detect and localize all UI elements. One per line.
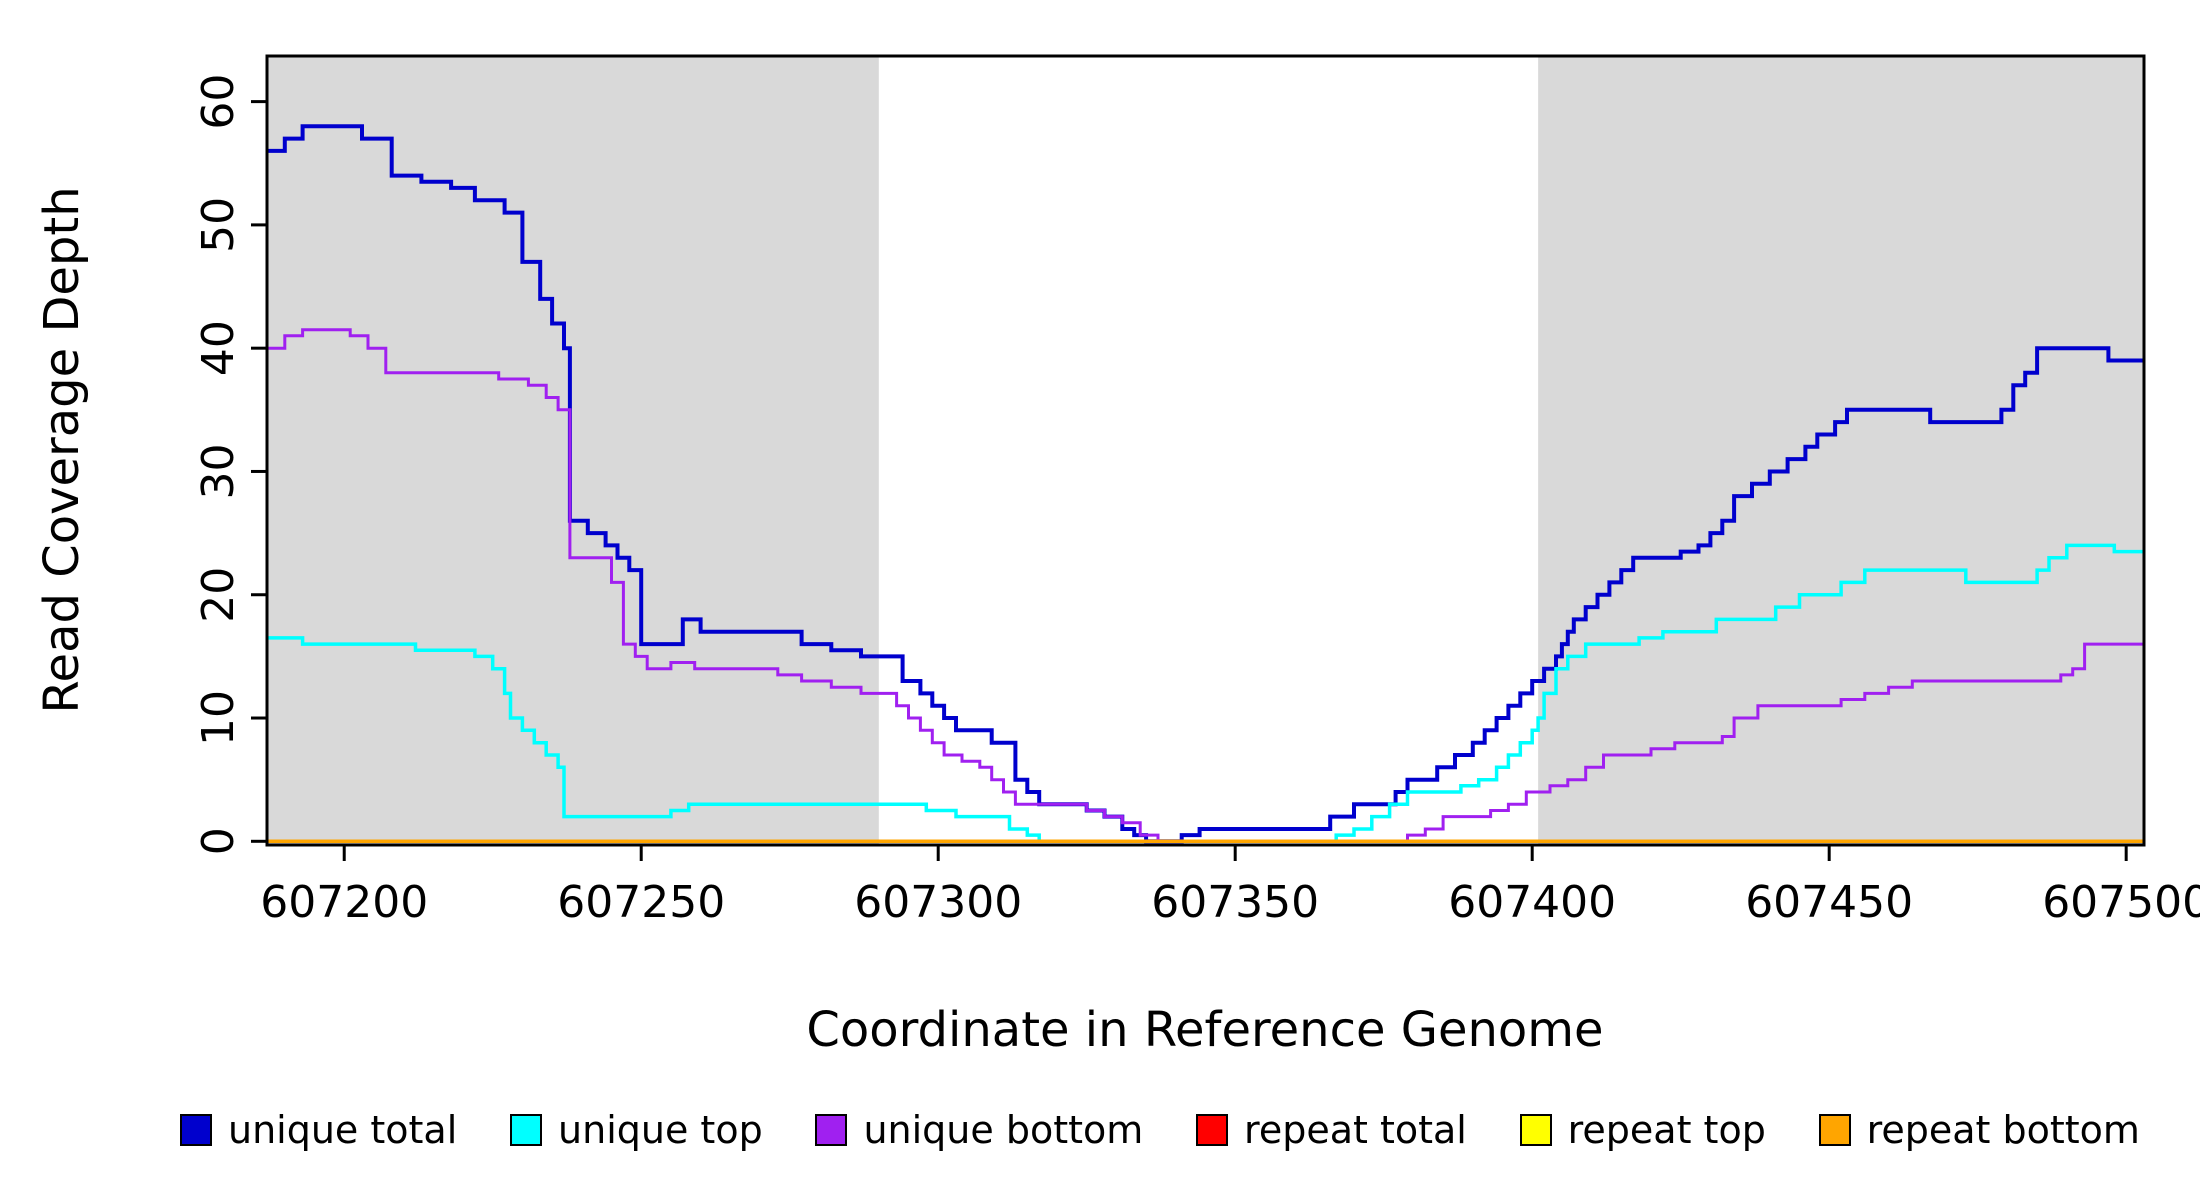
y-tick-label: 10 bbox=[193, 690, 244, 746]
y-tick-label: 0 bbox=[193, 827, 244, 855]
legend-swatch-icon bbox=[180, 1114, 212, 1146]
x-tick-label: 607500 bbox=[2042, 877, 2200, 928]
legend-swatch-icon bbox=[1818, 1114, 1851, 1146]
series-line-unique-bottom bbox=[267, 328, 2144, 843]
legend-swatch-icon bbox=[510, 1114, 543, 1146]
legend-label: repeat total bbox=[1244, 1108, 1467, 1152]
legend-item: repeat bottom bbox=[1818, 1108, 2140, 1152]
legend-label: unique top bbox=[558, 1108, 763, 1152]
x-tick-label: 607250 bbox=[557, 877, 725, 928]
x-tick-label: 607300 bbox=[854, 877, 1022, 928]
legend-item: unique total bbox=[180, 1108, 457, 1152]
legend-swatch-icon bbox=[815, 1114, 848, 1146]
series-line-unique-total bbox=[267, 124, 2144, 844]
legend-item: repeat total bbox=[1196, 1108, 1467, 1152]
legend-label: repeat bottom bbox=[1866, 1108, 2140, 1152]
legend-item: unique top bbox=[510, 1108, 763, 1152]
y-axis-title: Read Coverage Depth bbox=[34, 186, 90, 714]
legend-swatch-icon bbox=[1519, 1114, 1552, 1146]
legend-swatch-icon bbox=[1196, 1114, 1229, 1146]
shaded-region bbox=[267, 56, 879, 845]
legend-item: repeat top bbox=[1519, 1108, 1766, 1152]
y-tick-label: 50 bbox=[193, 197, 244, 253]
y-tick-label: 60 bbox=[193, 74, 244, 130]
y-tick-label: 40 bbox=[193, 320, 244, 376]
x-axis-title: Coordinate in Reference Genome bbox=[806, 1002, 1604, 1058]
x-tick-label: 607350 bbox=[1151, 877, 1319, 928]
shaded-region bbox=[1538, 56, 2144, 845]
legend-item: unique bottom bbox=[815, 1108, 1143, 1152]
y-tick-label: 20 bbox=[193, 567, 244, 623]
x-tick-label: 607200 bbox=[260, 877, 428, 928]
x-tick-label: 607400 bbox=[1448, 877, 1616, 928]
series-line-unique-top bbox=[267, 543, 2144, 844]
plot-box bbox=[265, 54, 2146, 847]
legend-label: repeat top bbox=[1567, 1108, 1766, 1152]
y-tick-label: 30 bbox=[193, 443, 244, 499]
legend-label: unique total bbox=[228, 1108, 458, 1152]
legend: unique total unique top unique bottom repea… bbox=[180, 1108, 2140, 1152]
legend-label: unique bottom bbox=[863, 1108, 1144, 1152]
x-tick-label: 607450 bbox=[1745, 877, 1913, 928]
